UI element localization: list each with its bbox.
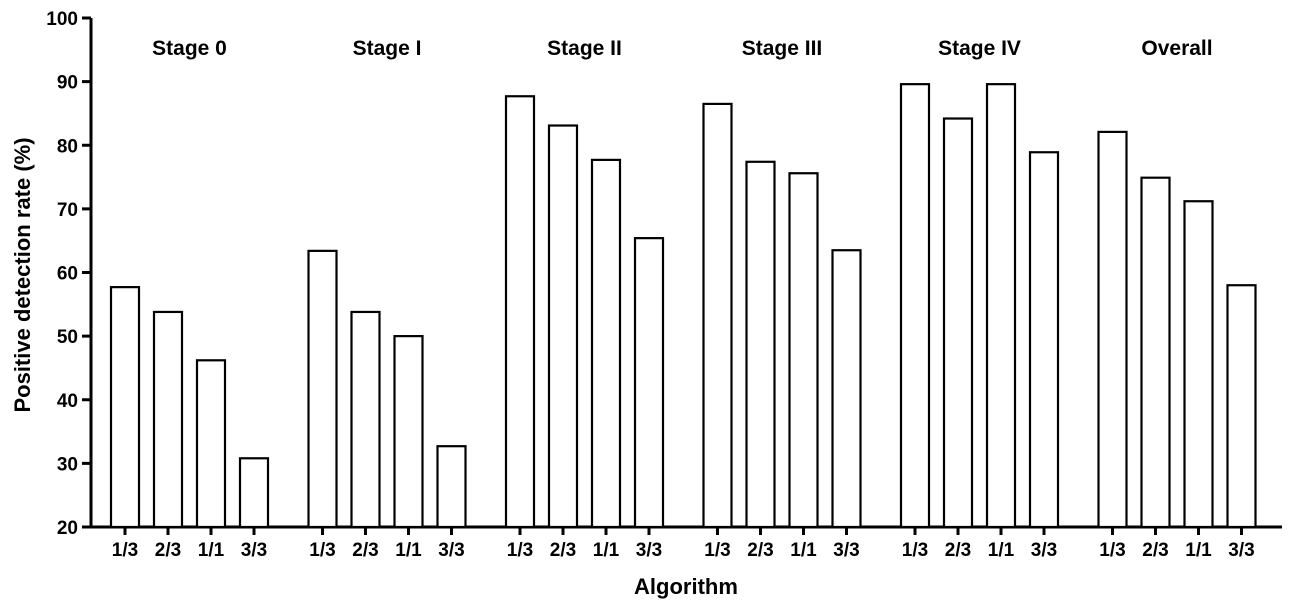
y-tick-label: 80 <box>57 136 78 157</box>
bar <box>152 310 184 529</box>
y-tick-label: 100 <box>46 9 78 30</box>
bar <box>109 286 141 529</box>
y-tick-label: 40 <box>57 391 78 412</box>
bar <box>788 172 819 529</box>
group-title: Stage 0 <box>152 37 227 60</box>
x-tick-label: 1/1 <box>988 540 1015 561</box>
bar <box>1226 284 1257 529</box>
x-tick-label: 1/3 <box>704 540 730 561</box>
bar <box>745 160 776 529</box>
bar-group: 1/3 2/3 1/1 3/3 <box>307 249 467 561</box>
bar <box>1028 151 1060 529</box>
y-axis-title: Positive detection rate (%) <box>10 137 35 412</box>
y-tick-label: 30 <box>57 454 78 475</box>
x-tick-label: 1/1 <box>593 540 620 561</box>
x-tick-label: 3/3 <box>1031 540 1057 561</box>
x-tick-label: 3/3 <box>241 540 267 561</box>
group-title: Overall <box>1141 37 1212 60</box>
group-title: Stage IV <box>938 37 1021 60</box>
y-tick-label: 50 <box>57 327 78 348</box>
x-tick-label: 1/1 <box>1185 540 1212 561</box>
x-tick-label: 3/3 <box>833 540 859 561</box>
x-tick-label: 1/1 <box>395 540 422 561</box>
bar <box>831 249 862 529</box>
y-tick-label: 70 <box>57 200 78 221</box>
bar <box>633 237 665 529</box>
group-titles: Stage 0 Stage I Stage II Stage III Stage IV O… <box>152 37 1212 60</box>
bar <box>504 95 536 529</box>
y-tick-label: 60 <box>57 264 78 285</box>
bar-group: 1/3 2/3 1/1 3/3 <box>899 83 1060 561</box>
bar <box>1097 130 1128 529</box>
bar <box>350 310 381 529</box>
x-tick-label: 2/3 <box>1142 540 1168 561</box>
bar <box>1183 200 1214 529</box>
bar-group: 1/3 2/3 1/1 3/3 <box>1097 130 1257 561</box>
x-tick-label: 3/3 <box>636 540 662 561</box>
bar <box>238 457 270 529</box>
bar <box>393 335 424 529</box>
x-tick-label: 1/3 <box>902 540 928 561</box>
x-tick-label: 2/3 <box>352 540 378 561</box>
bar-group: 1/3 2/3 1/1 3/3 <box>702 102 862 561</box>
bar <box>436 445 467 529</box>
x-tick-label: 1/3 <box>309 540 335 561</box>
x-tick-label: 2/3 <box>945 540 971 561</box>
bar <box>1140 176 1171 529</box>
bar <box>899 83 931 529</box>
bar <box>195 359 227 529</box>
bar-group: 1/3 2/3 1/1 3/3 <box>109 286 270 561</box>
bars: 1/3 2/3 1/1 3/3 1/3 2/3 1/1 3/3 1/3 2/3 1/1 3/3 1/3 2… <box>109 83 1257 561</box>
bar <box>702 102 733 529</box>
group-title: Stage III <box>742 37 823 60</box>
x-tick-label: 1/3 <box>507 540 533 561</box>
x-tick-label: 3/3 <box>438 540 464 561</box>
y-tick-label: 90 <box>57 73 78 94</box>
bar <box>307 249 338 529</box>
bar-group: 1/3 2/3 1/1 3/3 <box>504 95 665 561</box>
y-axis: 20 30 40 50 60 70 80 90 100 <box>46 9 93 539</box>
group-title: Stage II <box>547 37 622 60</box>
x-tick-label: 2/3 <box>747 540 773 561</box>
x-axis-title: Algorithm <box>634 574 738 599</box>
x-tick-label: 1/3 <box>112 540 138 561</box>
bar <box>942 117 974 529</box>
bar <box>547 124 579 529</box>
bar <box>590 158 622 529</box>
x-tick-label: 3/3 <box>1228 540 1254 561</box>
x-tick-label: 1/1 <box>790 540 817 561</box>
x-tick-label: 1/3 <box>1099 540 1125 561</box>
bar <box>985 83 1017 529</box>
y-tick-label: 20 <box>57 518 78 539</box>
x-tick-label: 1/1 <box>198 540 225 561</box>
x-tick-label: 2/3 <box>155 540 181 561</box>
group-title: Stage I <box>353 37 422 60</box>
x-tick-label: 2/3 <box>550 540 576 561</box>
